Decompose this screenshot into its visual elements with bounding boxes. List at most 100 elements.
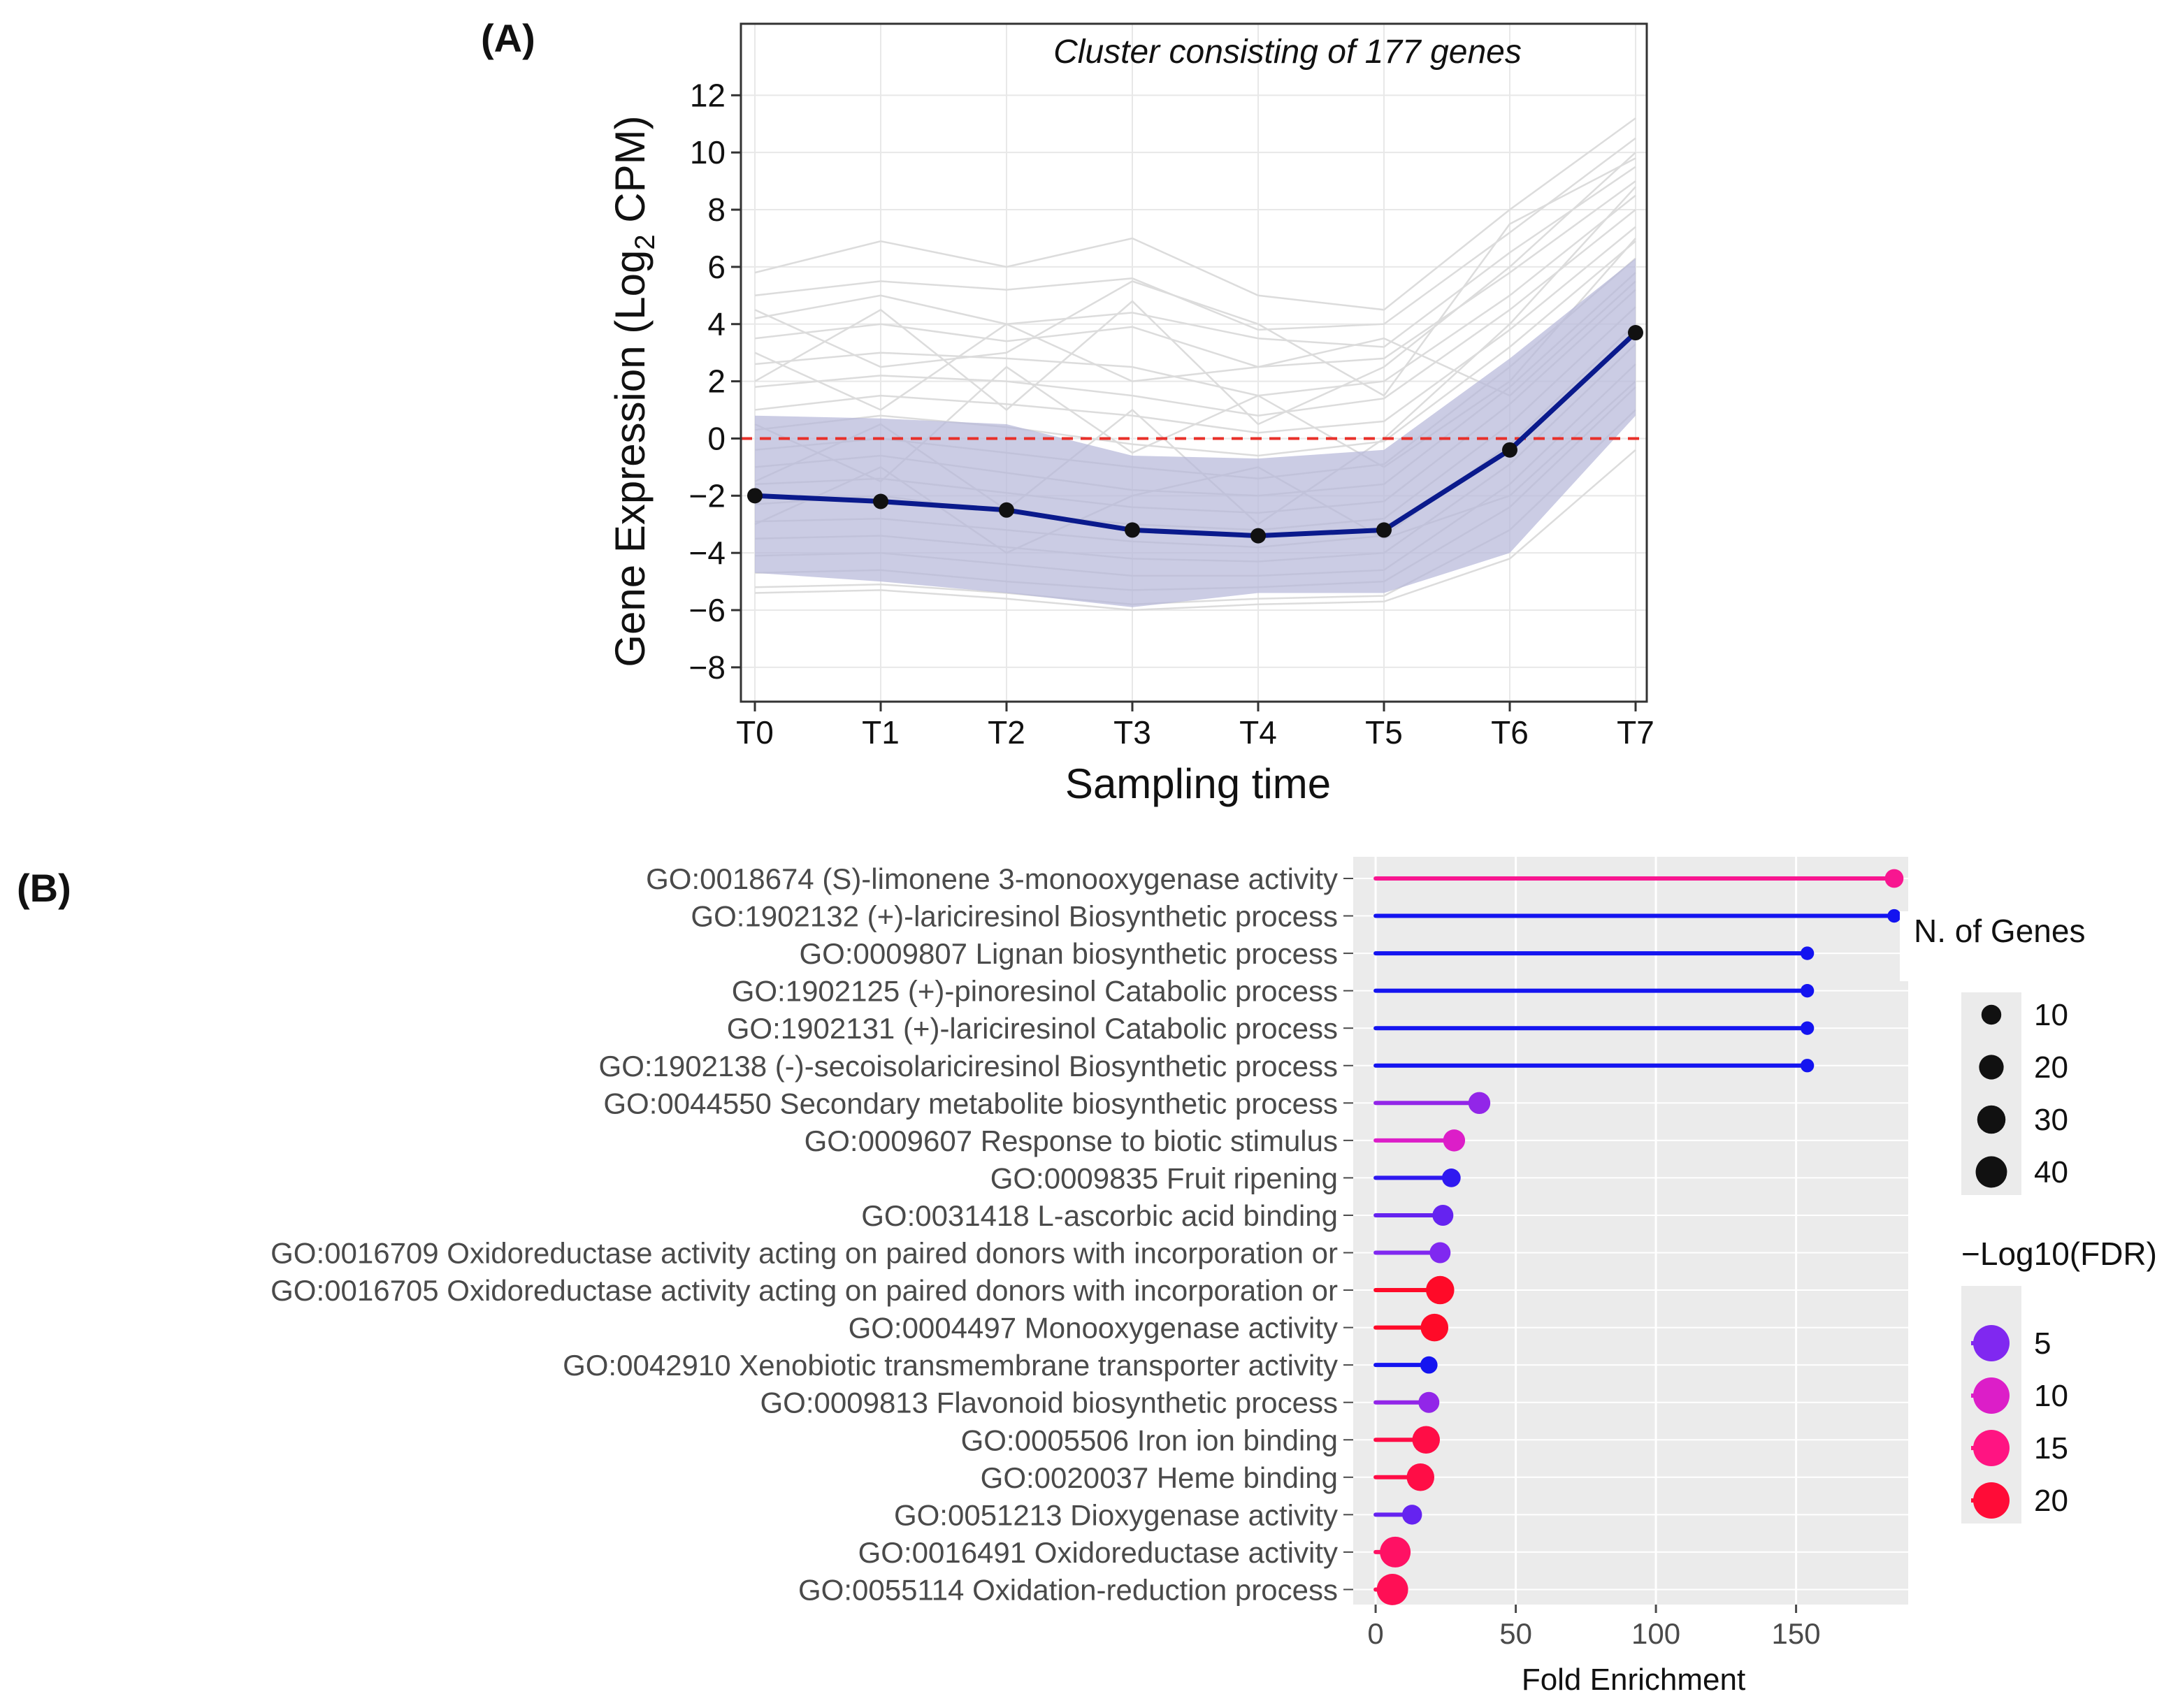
panel-b-go-term-label: GO:0051213 Dioxygenase activity <box>894 1498 1338 1531</box>
panel-b-go-term-label: GO:1902132 (+)-lariciresinol Biosyntheti… <box>691 900 1338 933</box>
panel-b-lollipop-head <box>1800 946 1815 960</box>
panel-a-x-tick-label: T5 <box>1365 714 1403 751</box>
panel-a-y-tick-label: 6 <box>707 249 726 285</box>
panel-b-go-term-label: GO:0042910 Xenobiotic transmembrane tran… <box>563 1349 1338 1382</box>
panel-a-mean-point <box>1376 522 1392 538</box>
panel-a-y-tick-label: −4 <box>689 535 726 571</box>
panel-b-x-axis-title: Fold Enrichment <box>1522 1663 1745 1697</box>
panel-b-x-tick-label: 50 <box>1499 1617 1532 1650</box>
panel-b-lollipop-head <box>1429 1242 1451 1264</box>
panel-b-x-axis: 0 50 100 150 <box>1367 1605 1821 1650</box>
panel-a-mean-point <box>1502 442 1517 458</box>
panel-b-x-tick-label: 150 <box>1772 1617 1821 1650</box>
panel-b-lollipop-head <box>1887 909 1901 923</box>
panel-b-lollipop-head <box>1884 869 1904 888</box>
panel-a-gene-line <box>754 157 1636 397</box>
color-legend-key <box>1973 1377 2010 1414</box>
panel-b-category-labels: GO:0018674 (S)-limonene 3-monooxygenase … <box>271 862 1353 1606</box>
panel-a-x-tick-label: T6 <box>1491 714 1529 751</box>
panel-b-tag: (B) <box>17 866 71 910</box>
panel-b-plot-area <box>1353 857 1908 1605</box>
y-title-end: CPM) <box>607 115 654 234</box>
panel-a-y-tick-label: 2 <box>707 363 726 400</box>
panel-b-lollipop-head <box>1800 1059 1815 1073</box>
panel-b-lollipop-head <box>1420 1356 1438 1374</box>
panel-a-gene-line <box>754 152 1636 426</box>
panel-a-gene-line <box>754 194 1636 397</box>
panel-b-lollipop-head <box>1441 1168 1461 1187</box>
size-legend-key <box>1979 1055 2004 1080</box>
size-legend-title-box <box>1900 911 2123 981</box>
panel-b-lollipop-head <box>1418 1391 1440 1413</box>
panel-b-x-tick-label: 100 <box>1631 1617 1680 1650</box>
panel-a-gene-line <box>754 137 1636 331</box>
panel-a-y-tick-label: −2 <box>689 477 726 514</box>
panel-b-go-term-label: GO:0044550 Secondary metabolite biosynth… <box>603 1087 1338 1120</box>
panel-b-go-term-label: GO:0016491 Oxidoreductase activity <box>858 1536 1338 1569</box>
panel-b-lollipop-head <box>1800 1021 1815 1035</box>
panel-a-y-axis: 12 10 8 6 4 2 0 −2 −4 −6 −8 <box>689 77 741 686</box>
panel-a-x-axis: T0 T1 T2 T3 T4 T5 T6 T7 <box>736 702 1654 751</box>
panel-a-x-tick-label: T3 <box>1113 714 1151 751</box>
panel-a-mean-point <box>747 488 763 504</box>
panel-a-mean-point <box>1125 522 1140 538</box>
panel-b-lollipop-head <box>1426 1275 1455 1305</box>
panel-a-tag: (A) <box>481 16 535 60</box>
panel-b-go-term-label: GO:1902131 (+)-lariciresinol Catabolic p… <box>727 1012 1338 1045</box>
panel-a-y-tick-label: 12 <box>690 77 726 113</box>
panel-b-lollipop-head <box>1376 1574 1408 1605</box>
size-legend-label: 40 <box>2034 1155 2068 1189</box>
panel-a-mean-point <box>873 493 888 509</box>
panel-a-y-tick-label: −6 <box>689 592 726 628</box>
panel-a-x-axis-title: Sampling time <box>1065 760 1331 807</box>
size-legend-label: 10 <box>2034 998 2068 1032</box>
panel-a-gene-line <box>754 209 1636 417</box>
panel-a-frame <box>740 22 1648 703</box>
panel-b-go-term-label: GO:1902125 (+)-pinoresinol Catabolic pro… <box>732 975 1338 1008</box>
panel-b-go-term-label: GO:0009607 Response to biotic stimulus <box>805 1124 1338 1157</box>
size-legend: 10 20 30 40 <box>1975 998 2068 1189</box>
panel-a-confidence-band <box>755 258 1636 607</box>
panel-b-go-term-label: GO:0009807 Lignan biosynthetic process <box>800 937 1339 970</box>
panel-b-lollipop-head <box>1432 1204 1454 1226</box>
size-legend-label: 20 <box>2034 1050 2068 1085</box>
panel-b-go-term-label: GO:0005506 Iron ion binding <box>961 1424 1338 1456</box>
panel-a-x-tick-label: T1 <box>862 714 900 751</box>
panel-a-y-tick-label: 0 <box>707 420 726 456</box>
panel-b-lollipop-head <box>1443 1129 1466 1152</box>
panel-a-y-axis-title: Gene Expression (Log2 CPM) <box>607 115 661 667</box>
panel-b-go-term-label: GO:0016709 Oxidoreductase activity actin… <box>271 1237 1338 1270</box>
panel-b-go-term-label: GO:0016705 Oxidoreductase activity actin… <box>271 1274 1338 1307</box>
panel-b-go-term-label: GO:0009813 Flavonoid biosynthetic proces… <box>760 1387 1339 1419</box>
panel-b-go-term-label: GO:0009835 Fruit ripening <box>990 1161 1338 1194</box>
panel-b-x-tick-label: 0 <box>1367 1617 1383 1650</box>
size-legend-label: 30 <box>2034 1103 2068 1137</box>
panel-a-mean-points <box>747 325 1643 544</box>
panel-b-go-term-label: GO:1902138 (-)-secoisolariciresinol Bios… <box>599 1050 1338 1083</box>
panel-b-lollipop-head <box>1468 1092 1491 1115</box>
panel-b-lollipop-head <box>1412 1426 1441 1454</box>
color-legend: 5 10 15 20 <box>1971 1325 2068 1519</box>
panel-a-x-tick-label: T4 <box>1239 714 1277 751</box>
panel-b-go-term-label: GO:0004497 Monooxygenase activity <box>849 1312 1338 1345</box>
color-legend-label: 15 <box>2034 1431 2068 1465</box>
panel-b-lollipop-head <box>1420 1313 1449 1342</box>
color-legend-label: 10 <box>2034 1379 2068 1413</box>
panel-a-y-tick-label: 10 <box>690 134 726 171</box>
panel-b-lollipop-head <box>1380 1536 1411 1568</box>
panel-a-cluster-annotation: Cluster consisting of 177 genes <box>1053 34 1522 71</box>
panel-b-lollipops <box>1373 869 1904 1605</box>
panel-b-lollipop-head <box>1800 983 1815 998</box>
color-legend-title: −Log10(FDR) <box>1961 1236 2157 1272</box>
panel-a-x-tick-label: T0 <box>736 714 774 751</box>
panel-a-x-tick-label: T7 <box>1617 714 1654 751</box>
panel-b-go-term-label: GO:0031418 L-ascorbic acid binding <box>861 1199 1338 1232</box>
panel-b-lollipop-head <box>1406 1463 1435 1491</box>
color-legend-key <box>1973 1325 2010 1361</box>
size-legend-key <box>1975 1156 2007 1188</box>
y-title-subscript: 2 <box>630 234 661 249</box>
size-legend-title: N. of Genes <box>1914 913 2085 949</box>
color-legend-key <box>1973 1482 2010 1519</box>
panel-b-go-term-label: GO:0055114 Oxidation-reduction process <box>798 1573 1338 1606</box>
